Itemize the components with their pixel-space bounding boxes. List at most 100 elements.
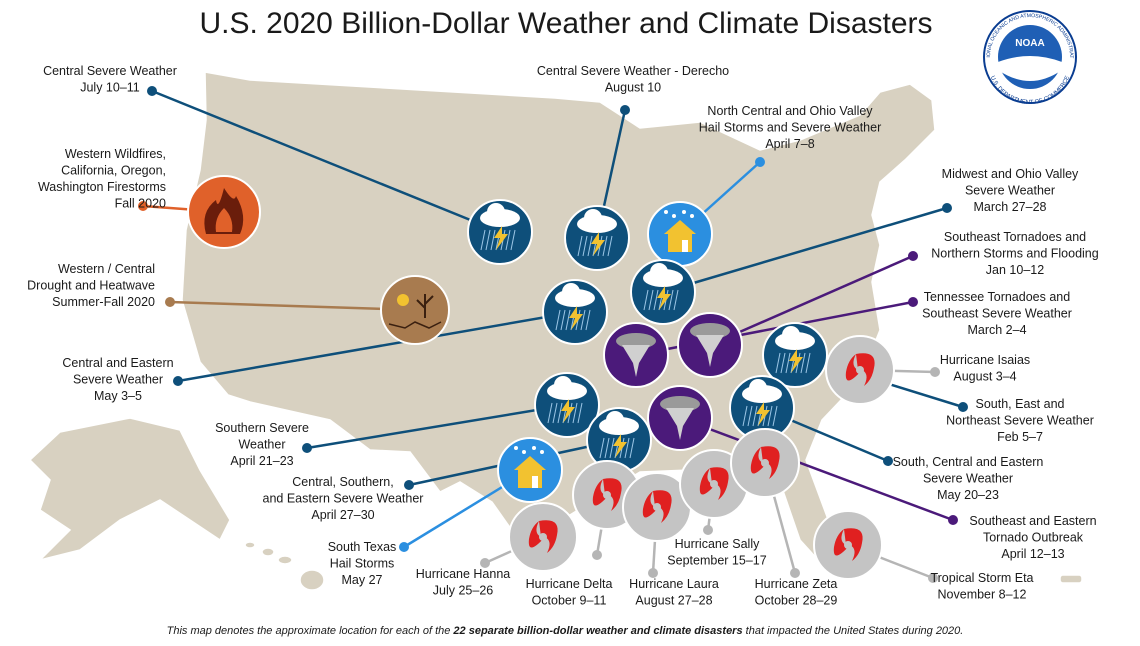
title: U.S. 2020 Billion-Dollar Weather and Cli… xyxy=(199,7,932,40)
event-label: Southern Severe Weather April 21–23 xyxy=(215,421,309,468)
event-label: North Central and Ohio Valley Hail Storms… xyxy=(699,104,882,151)
event-label-line: April 27–30 xyxy=(311,508,374,522)
rain xyxy=(555,309,561,331)
rain xyxy=(602,235,608,257)
event-label-line: Severe Weather xyxy=(923,472,1013,486)
rain xyxy=(668,289,674,311)
cracked-ground xyxy=(388,321,442,329)
hurricane-eye xyxy=(761,459,769,467)
rain xyxy=(805,352,811,374)
event-label: Western Wildfires, California, Oregon, Was… xyxy=(38,147,166,211)
event-icon xyxy=(729,375,795,441)
leader-dot xyxy=(480,558,490,568)
event-label: Hurricane Zeta October 28–29 xyxy=(755,577,838,608)
event-label-line: Tennessee Tornadoes and xyxy=(924,290,1070,304)
event-label: Tropical Storm Eta November 8–12 xyxy=(930,571,1033,602)
leader-line xyxy=(679,416,954,522)
event-label-line: Summer-Fall 2020 xyxy=(52,295,155,309)
event-icon xyxy=(647,201,713,267)
leader-dot xyxy=(703,525,713,535)
rain xyxy=(607,235,613,257)
event-label-line: Hurricane Hanna xyxy=(416,567,511,581)
cloud xyxy=(554,376,572,394)
event-label-line: April 7–8 xyxy=(765,137,814,151)
rain xyxy=(565,309,571,331)
event-label-line: Drought and Heatwave xyxy=(27,279,155,293)
leader-dot xyxy=(883,456,893,466)
event-label-line: North Central and Ohio Valley xyxy=(707,104,873,118)
event-label-line: Central and Eastern xyxy=(62,356,173,370)
event-label-line: November 8–12 xyxy=(938,588,1027,602)
rain xyxy=(585,309,591,331)
event-label: Central Severe Weather - Derecho August 1… xyxy=(537,64,729,95)
hail-stone xyxy=(690,214,694,218)
event-label-line: Severe Weather xyxy=(965,184,1055,198)
event-label: Midwest and Ohio Valley Severe Weather Mar… xyxy=(942,167,1079,214)
event-label-line: Western / Central xyxy=(58,262,155,276)
event-label-line: Hurricane Isaias xyxy=(940,353,1030,367)
rain xyxy=(599,437,605,459)
event-label-line: Tropical Storm Eta xyxy=(930,571,1033,585)
event-label-line: Weather xyxy=(238,438,285,452)
rain xyxy=(780,352,786,374)
lightning xyxy=(494,226,508,250)
hurricane-eye xyxy=(844,541,852,549)
rain xyxy=(560,309,566,331)
tornado-funnel xyxy=(622,345,650,377)
event-labels: Central Severe Weather July 10–11 Central … xyxy=(27,64,1099,608)
event-icon xyxy=(380,275,450,345)
event-label-line: Northeast Severe Weather xyxy=(946,414,1094,428)
lightning xyxy=(789,349,803,373)
event-label-line: Hail Storms xyxy=(330,557,395,571)
hurricane-eye xyxy=(539,533,547,541)
rain xyxy=(485,229,491,251)
tornado-funnel xyxy=(666,408,694,440)
event-icon xyxy=(647,385,713,451)
event-icon xyxy=(677,312,743,378)
puerto-rico xyxy=(1059,574,1083,584)
lightning xyxy=(657,286,671,310)
event-icon xyxy=(187,175,261,249)
cloud xyxy=(562,283,580,301)
flame-inner xyxy=(215,208,233,232)
event-label-line: Hurricane Sally xyxy=(675,537,761,551)
leader-dot xyxy=(928,573,938,583)
rain xyxy=(582,235,588,257)
leader-dot xyxy=(930,367,940,377)
event-label-line: August 27–28 xyxy=(635,594,712,608)
event-label: Central and Eastern Severe Weather May 3–5 xyxy=(62,356,173,403)
hawaii xyxy=(244,541,325,591)
rain xyxy=(609,437,615,459)
event-label-line: August 3–4 xyxy=(953,370,1016,384)
leader-dot xyxy=(755,157,765,167)
rain xyxy=(552,402,558,424)
house-body xyxy=(668,234,692,252)
hurricane-eye xyxy=(603,491,611,499)
rain xyxy=(510,229,516,251)
event-label-line: July 10–11 xyxy=(80,81,140,95)
rain xyxy=(772,405,778,427)
cloud xyxy=(584,209,602,227)
event-label: Central Severe Weather July 10–11 xyxy=(43,64,177,95)
event-label-line: Fall 2020 xyxy=(115,197,166,211)
event-label: Hurricane Laura August 27–28 xyxy=(629,577,719,608)
hail-stone xyxy=(522,450,526,454)
event-icon xyxy=(630,259,696,325)
cloud xyxy=(487,203,505,221)
leader-dot xyxy=(790,568,800,578)
event-label-line: Northern Storms and Flooding xyxy=(931,247,1098,261)
event-label-line: October 28–29 xyxy=(755,594,838,608)
event-icon xyxy=(603,322,669,388)
lightning xyxy=(613,434,627,458)
leader-dot xyxy=(648,568,658,578)
event-label: South, Central and Eastern Severe Weather… xyxy=(893,455,1044,502)
footnote-emphasis: 22 separate billion-dollar weather and c… xyxy=(452,625,742,637)
event-label-line: Hail Storms and Severe Weather xyxy=(699,121,882,135)
hail-stone xyxy=(540,450,544,454)
hail-stone xyxy=(664,210,668,214)
event-label-line: Hurricane Zeta xyxy=(755,577,838,591)
event-label-line: South, East and xyxy=(976,397,1065,411)
leader-line xyxy=(306,403,568,450)
leader-dot xyxy=(908,297,918,307)
